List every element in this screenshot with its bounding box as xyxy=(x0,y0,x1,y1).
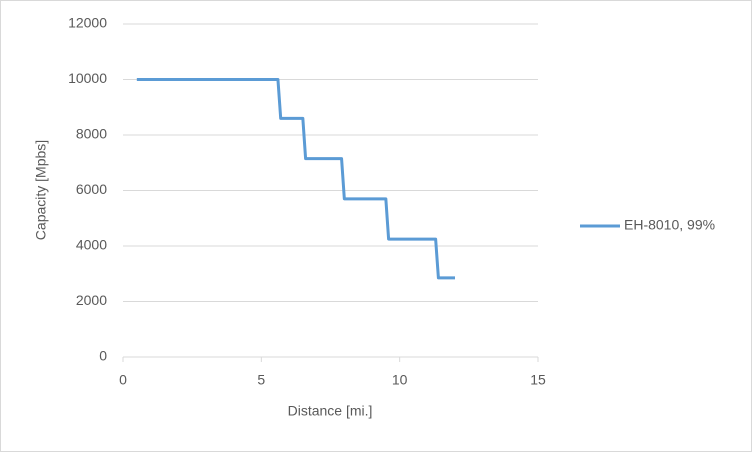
y-tick-label: 10000 xyxy=(68,70,107,86)
y-axis-label: Capacity [Mpbs] xyxy=(33,140,49,240)
x-tick-label: 10 xyxy=(392,372,408,388)
x-tick-label: 5 xyxy=(257,372,265,388)
y-tick-label: 0 xyxy=(99,348,107,364)
legend-label: EH-8010, 99% xyxy=(624,217,715,233)
data-line xyxy=(136,78,455,280)
y-tick-label: 6000 xyxy=(76,181,107,197)
x-tick-label: 15 xyxy=(530,372,546,388)
y-tick-label: 2000 xyxy=(76,292,107,308)
y-tick-label: 8000 xyxy=(76,126,107,142)
y-tick-label: 12000 xyxy=(68,15,107,31)
x-tick-label: 0 xyxy=(119,372,127,388)
x-axis-label: Distance [mi.] xyxy=(288,403,373,419)
y-tick-label: 4000 xyxy=(76,237,107,253)
